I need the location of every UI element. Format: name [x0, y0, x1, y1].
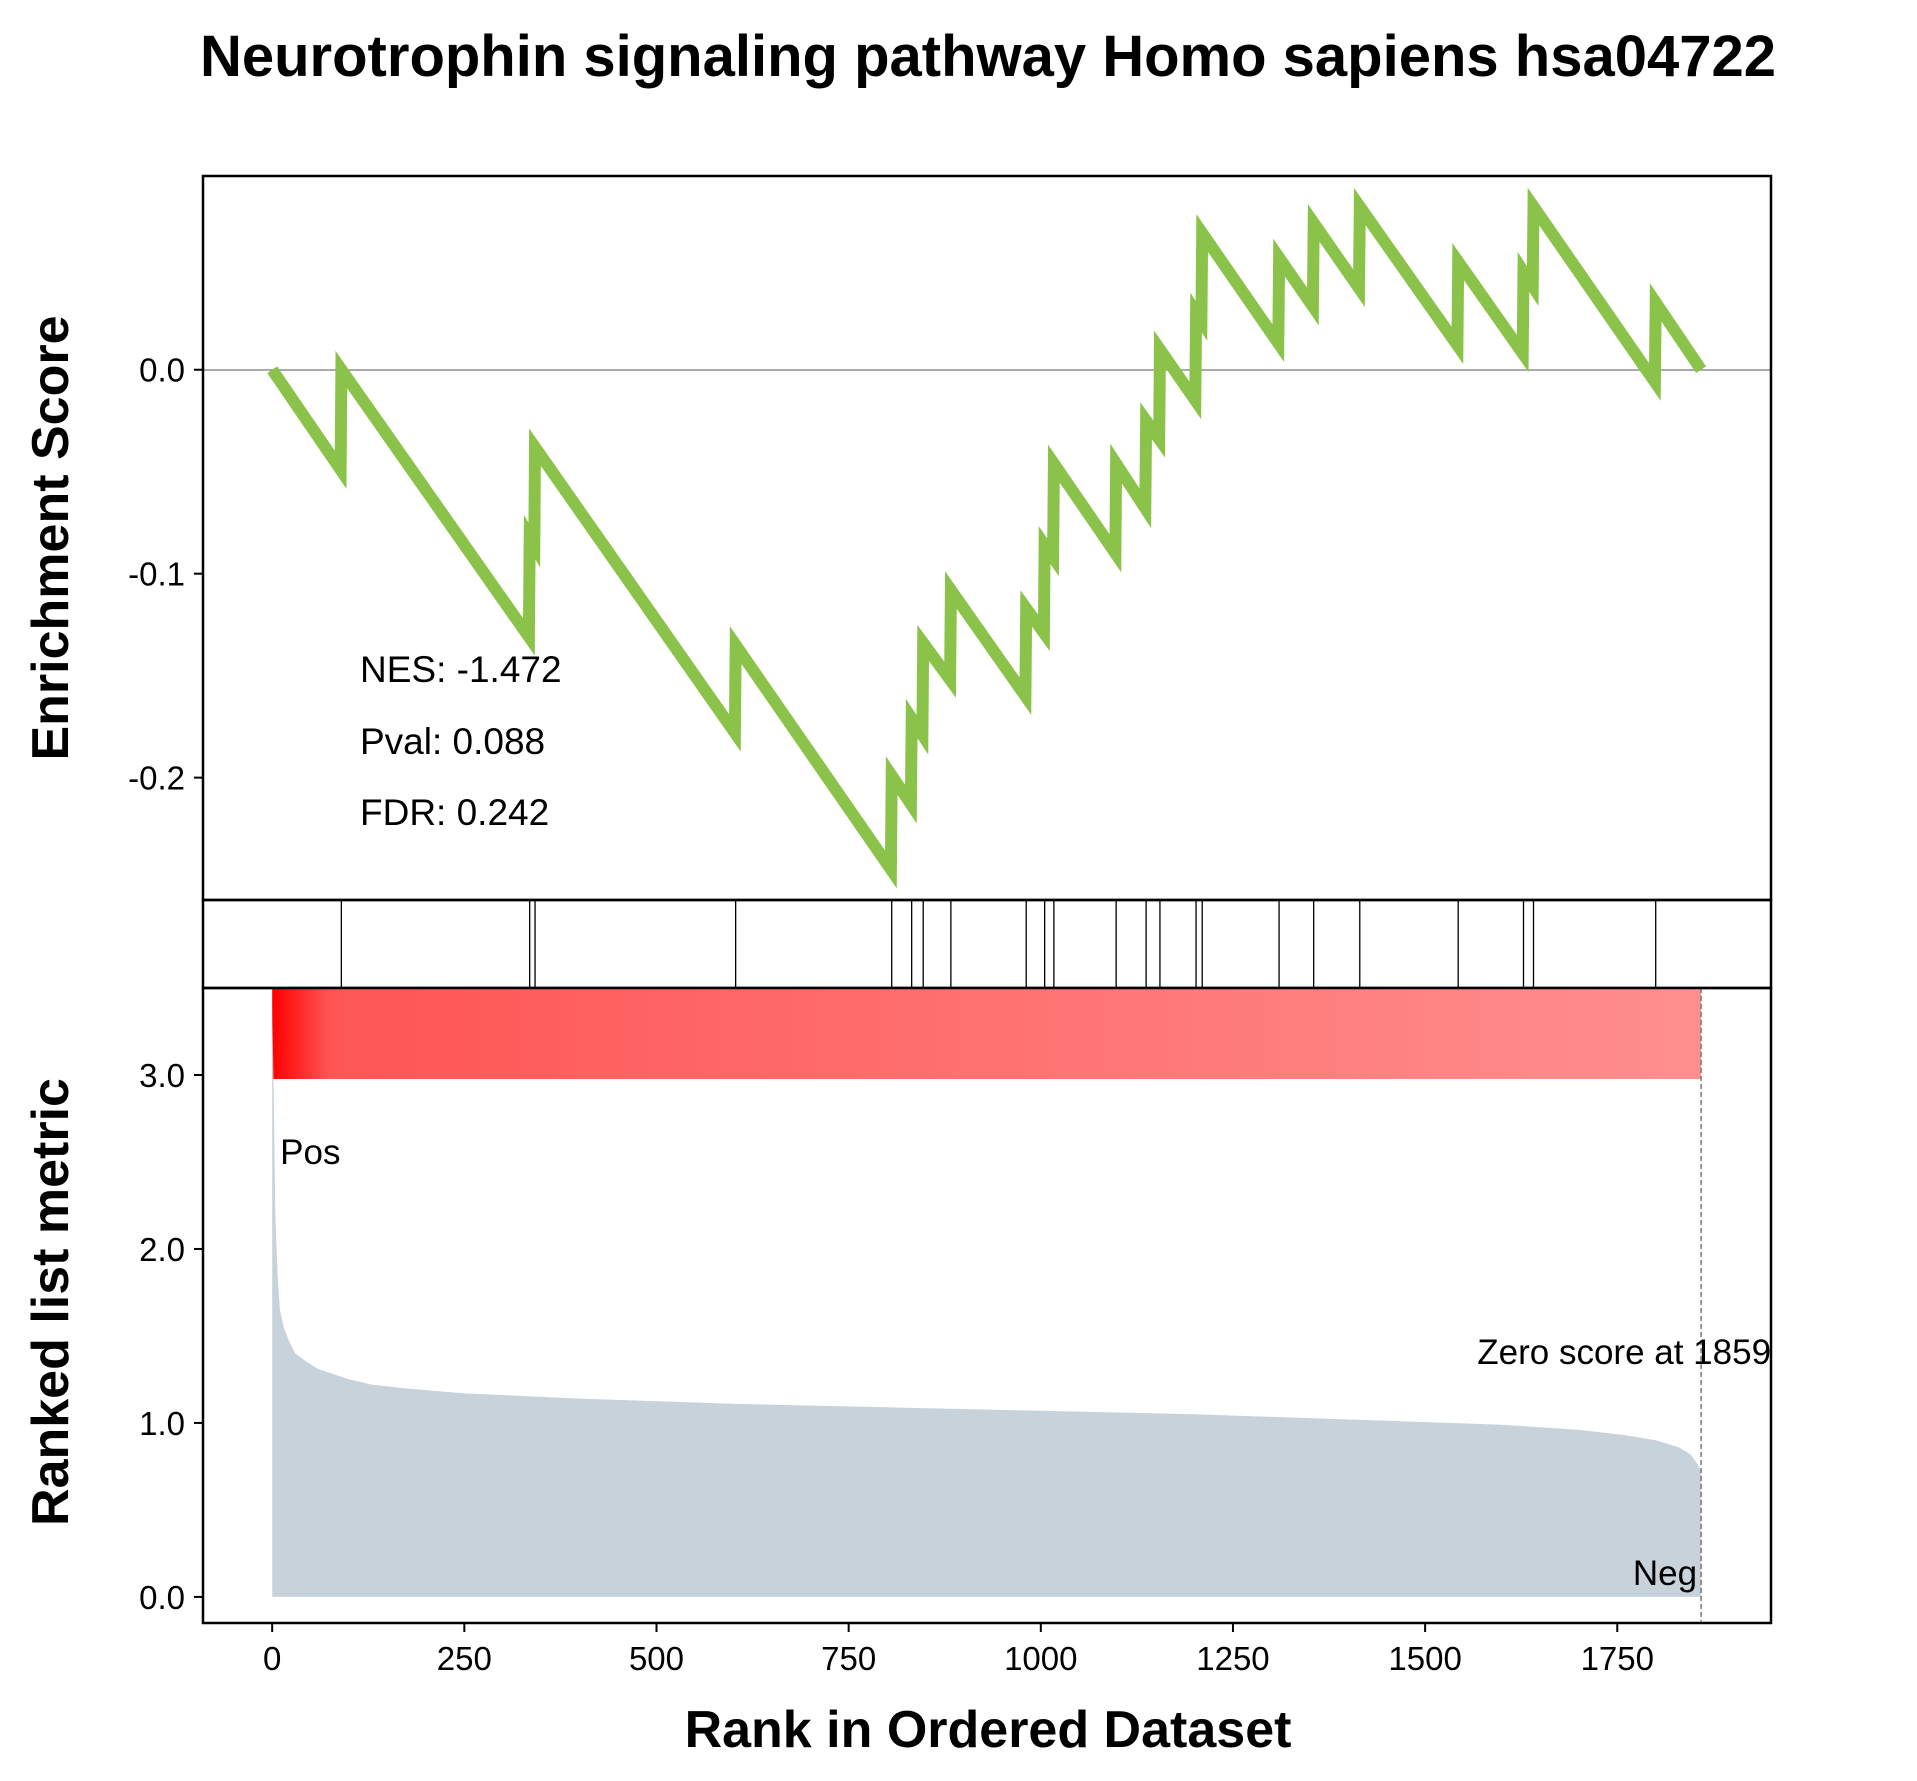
metric-y-tick-label: 0.0 — [139, 1579, 185, 1616]
es-y-tick-label: -0.2 — [128, 760, 185, 797]
x-tick-label: 500 — [629, 1640, 684, 1677]
nes-label: NES: -1.472 — [360, 649, 562, 690]
pos-label: Pos — [280, 1133, 340, 1172]
x-tick-label: 750 — [821, 1640, 876, 1677]
x-tick-label: 1500 — [1388, 1640, 1461, 1677]
x-tick-label: 0 — [263, 1640, 281, 1677]
hits-panel-frame — [201, 898, 1773, 990]
fdr-label: FDR: 0.242 — [360, 792, 549, 833]
pval-label: Pval: 0.088 — [360, 721, 545, 762]
es-y-tick-label: -0.1 — [128, 556, 185, 593]
hits-panel — [201, 898, 1773, 990]
chart-title: Neurotrophin signaling pathway Homo sapi… — [200, 24, 1776, 89]
metric-panel-frame — [201, 986, 1773, 1625]
x-tick-label: 250 — [437, 1640, 492, 1677]
es-y-ticks: 0.0 -0.1 -0.2 — [128, 352, 203, 797]
es-curve — [267, 187, 1707, 889]
neg-label: Neg — [1633, 1554, 1697, 1593]
x-tick-label: 1000 — [1004, 1640, 1077, 1677]
x-axis-ticks: 0 250 500 750 1000 1250 1500 1750 — [263, 1623, 1654, 1677]
metric-y-tick-label: 2.0 — [139, 1231, 185, 1268]
es-y-tick-label: 0.0 — [139, 352, 185, 389]
hit-markers — [340, 900, 1657, 988]
x-axis-label: Rank in Ordered Dataset — [685, 1701, 1292, 1759]
zero-score-label: Zero score at 1859 — [1477, 1333, 1771, 1372]
metric-panel: Zero score at 1859 Pos Neg 0.01.02.03.0 … — [139, 986, 1773, 1677]
metric-y-tick-label: 3.0 — [139, 1057, 185, 1094]
x-tick-label: 1250 — [1196, 1640, 1269, 1677]
rank-heat-bar — [272, 988, 1702, 1079]
metric-y-ticks: 0.0 1.0 2.0 3.0 — [139, 1057, 203, 1616]
es-panel: 0.0 -0.1 -0.2 NES: -1.472 Pval: 0.088 FDR:… — [128, 174, 1773, 902]
ranked-metric-area — [272, 1005, 1702, 1597]
x-tick-label: 1750 — [1581, 1640, 1654, 1677]
es-y-axis-label: Enrichment Score — [22, 315, 80, 760]
metric-y-axis-label: Ranked list metric — [22, 1078, 80, 1526]
metric-y-tick-label: 1.0 — [139, 1405, 185, 1442]
